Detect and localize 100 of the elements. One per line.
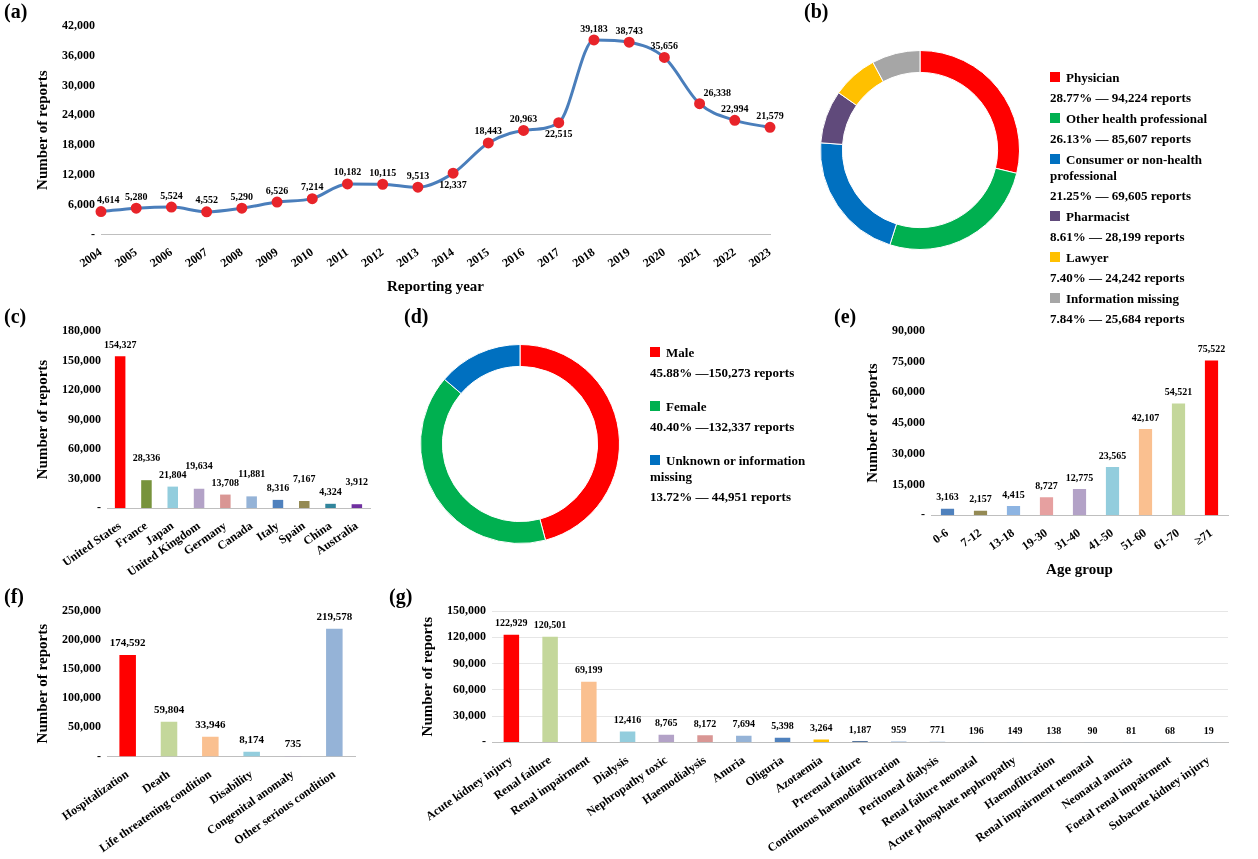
bar [160,721,178,757]
data-label: 1,187 [848,723,872,735]
x-tick-label: 2004 [76,244,105,271]
y-tick-label: 120,000 [62,382,101,397]
data-label: 81 [1126,724,1137,736]
data-label: 149 [1007,724,1023,736]
point [377,178,389,190]
chart-title: (c) [4,305,27,328]
y-tick-label: 90,000 [453,655,486,670]
bar [973,510,988,516]
x-tick-label: 2005 [112,244,140,271]
y-tick-label: 30,000 [892,445,925,460]
bar [298,501,310,509]
legend-label: Pharmacist [1066,209,1130,224]
point [694,98,706,110]
y-axis-title: Number of reports [863,363,880,483]
x-tick-label: 2013 [393,244,422,271]
y-tick-label: 120,000 [447,629,486,644]
data-label: 45.88% —150,273 reports [650,365,796,381]
x-tick-label: 2018 [569,244,598,271]
bar [167,486,179,509]
bar [141,480,152,509]
data-label: 68 [1164,724,1175,736]
data-label: 8,765 [655,717,678,729]
data-label: 12,416 [613,714,642,726]
data-label: 735 [284,737,302,750]
point [553,117,565,129]
point [306,193,318,205]
data-label: 33,946 [195,718,226,731]
y-axis-title: Number of reports [33,70,50,190]
y-tick-label: 18,000 [62,137,95,152]
data-label: 138 [1046,724,1062,736]
y-axis-title: Number of reports [33,359,50,480]
chart-title: (e) [834,305,857,328]
data-label: 11,881 [238,467,266,479]
point [95,206,107,218]
data-label: 7,214 [301,181,324,193]
x-tick-label: 2015 [464,244,492,271]
legend-label: Unknown or information missing [650,453,806,484]
chart-title: (g) [389,585,413,608]
data-label: 8,316 [266,482,290,494]
y-axis-title: Number of reports [418,616,435,737]
x-tick-label: 2006 [147,244,175,271]
legend-label: Lawyer [1066,250,1109,265]
x-tick-label: 2019 [604,244,633,271]
point [518,124,530,136]
point [764,121,776,133]
bar [325,503,336,509]
y-tick-label: 42,000 [62,18,95,33]
y-tick-label: 30,000 [453,708,486,723]
legend-label: Physician [1066,70,1120,85]
point [482,137,494,149]
data-label: 54,521 [1164,386,1193,398]
bar [272,499,284,509]
data-label: 3,264 [810,722,833,734]
x-tick-label: 41-50 [1085,525,1116,554]
data-label: 7,167 [293,472,316,484]
x-tick-label: 2017 [534,244,563,271]
data-label: 35,656 [650,40,679,52]
data-label: 21,804 [159,469,187,481]
data-label: 10,182 [333,166,362,178]
bar [202,736,219,757]
data-label: 13,708 [211,477,240,489]
x-axis-title: Age group [1046,560,1113,577]
y-tick-label: 60,000 [453,681,486,696]
point [236,202,248,214]
data-label: 13.72% — 44,951 reports [650,489,792,505]
data-label: 59,804 [153,703,185,716]
bar [1171,403,1186,516]
x-tick-label: ≥71 [1191,525,1215,548]
legend-label: Male [666,345,695,360]
x-tick-label: 2016 [499,244,528,271]
y-tick-label: 100,000 [62,690,101,705]
y-tick-label: 200,000 [62,632,101,647]
data-label: 6,526 [265,184,289,196]
legend-label: Female [666,399,707,414]
data-label: 26,338 [703,87,732,99]
x-tick-label: 2010 [288,244,316,271]
point [412,181,424,193]
data-label: 42,107 [1131,411,1160,423]
x-tick-label: 2014 [428,244,457,271]
data-label: 5,524 [160,189,183,201]
data-label: 174,592 [109,636,147,649]
point [201,206,213,218]
data-label: 5,398 [771,720,794,732]
y-tick-label: 30,000 [68,470,101,485]
point [271,196,283,208]
y-tick-label: 30,000 [62,77,95,92]
bar [326,628,343,757]
bar [220,494,231,509]
data-label: 219,578 [316,610,353,623]
data-label: 5,280 [124,190,148,202]
data-label: 12,775 [1065,471,1094,483]
data-label: 23,565 [1098,449,1127,461]
x-axis-title: Reporting year [386,277,485,294]
x-tick-label: 2022 [710,244,739,271]
bar [658,734,675,742]
bar [503,634,520,742]
x-tick-label: 2011 [323,244,351,270]
data-label: 90 [1087,724,1098,736]
